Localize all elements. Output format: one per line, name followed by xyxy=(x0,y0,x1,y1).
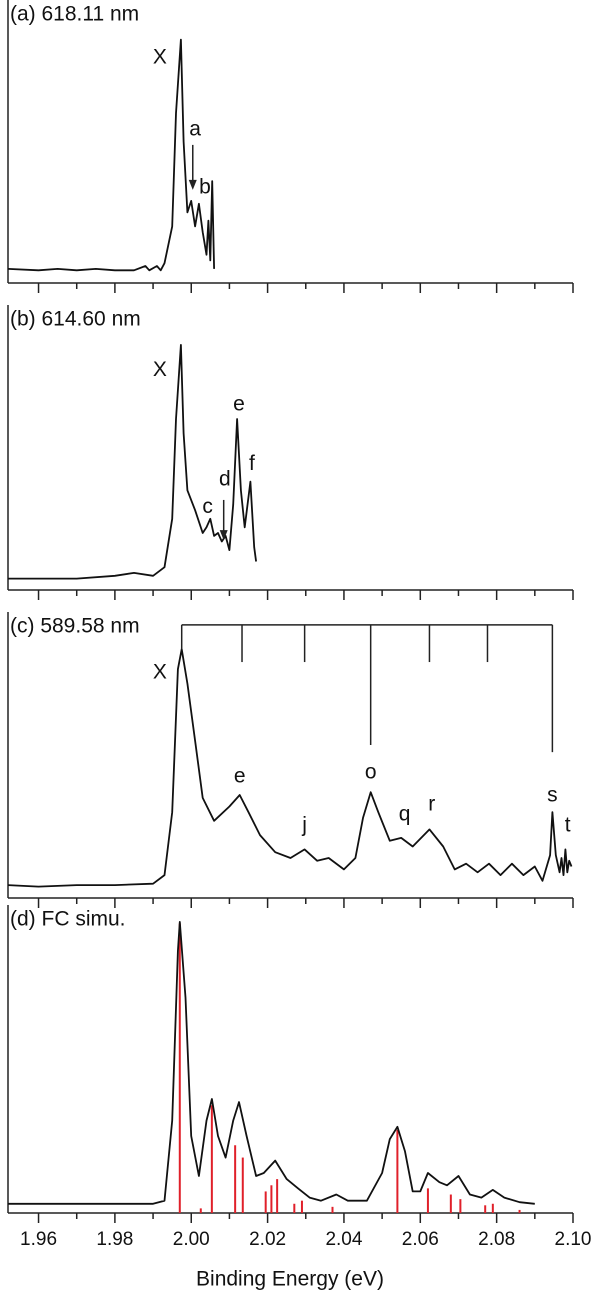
peak-label: q xyxy=(399,803,411,826)
peak-label: e xyxy=(233,392,245,415)
peak-label: b xyxy=(199,176,211,199)
peak-label: X xyxy=(153,46,167,69)
x-tick-label: 2.06 xyxy=(402,1229,439,1250)
panel-title: (b) 614.60 nm xyxy=(10,308,141,331)
x-tick-label: 2.10 xyxy=(555,1229,591,1250)
spectrum-line xyxy=(8,921,535,1205)
peak-label: f xyxy=(249,452,255,475)
x-tick-label: 2.02 xyxy=(249,1229,286,1250)
peak-label: a xyxy=(189,118,201,141)
panel-title: (a) 618.11 nm xyxy=(10,3,139,26)
panel-title: (c) 589.58 nm xyxy=(10,615,140,638)
panel-title: (d) FC simu. xyxy=(10,908,126,931)
peak-label: c xyxy=(202,495,213,518)
arrow-head xyxy=(219,530,228,541)
arrow-head xyxy=(188,179,197,190)
spectrum-line xyxy=(8,344,257,580)
peak-label: d xyxy=(219,468,231,491)
x-tick-label: 2.08 xyxy=(478,1229,515,1250)
x-axis-label: Binding Energy (eV) xyxy=(196,1268,384,1291)
spectrum-line xyxy=(7,648,573,888)
peak-label: s xyxy=(547,783,558,806)
peak-label: r xyxy=(428,793,435,816)
x-tick-label: 2.00 xyxy=(173,1229,210,1250)
spectrum-line xyxy=(7,38,215,272)
x-tick-label: 2.04 xyxy=(325,1229,362,1250)
peak-label: o xyxy=(365,761,377,784)
peak-label: t xyxy=(565,813,571,836)
peak-label: j xyxy=(301,813,307,836)
x-tick-label: 1.96 xyxy=(20,1229,57,1250)
x-tick-label: 1.98 xyxy=(96,1229,133,1250)
peak-label: X xyxy=(153,660,167,683)
peak-label: X xyxy=(153,358,167,381)
peak-label: e xyxy=(234,765,246,788)
